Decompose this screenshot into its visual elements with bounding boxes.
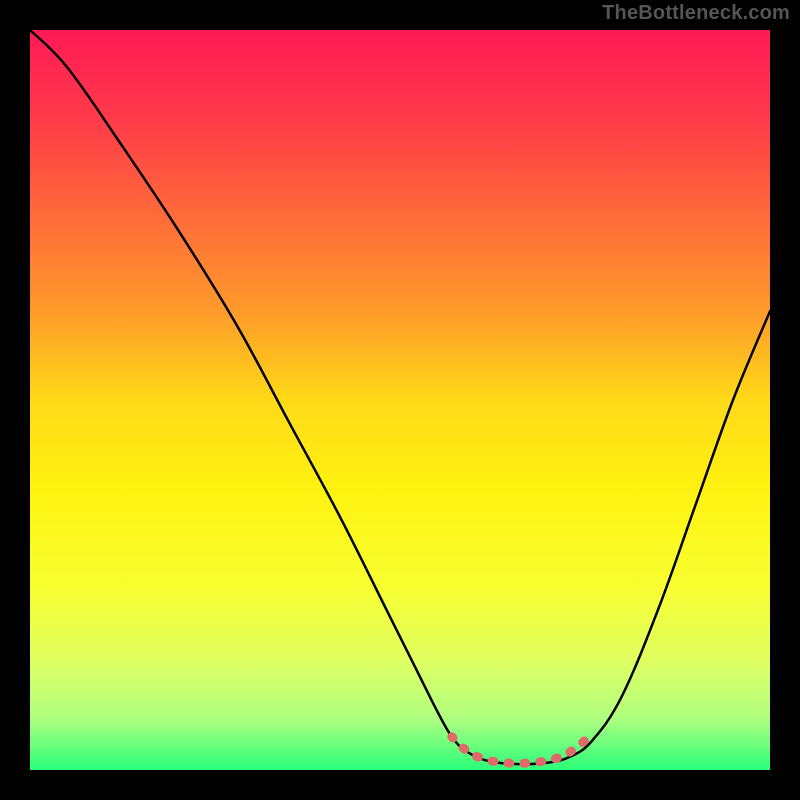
bottleneck-chart-svg	[0, 0, 800, 800]
plot-background	[30, 30, 770, 770]
chart-container: TheBottleneck.com	[0, 0, 800, 800]
